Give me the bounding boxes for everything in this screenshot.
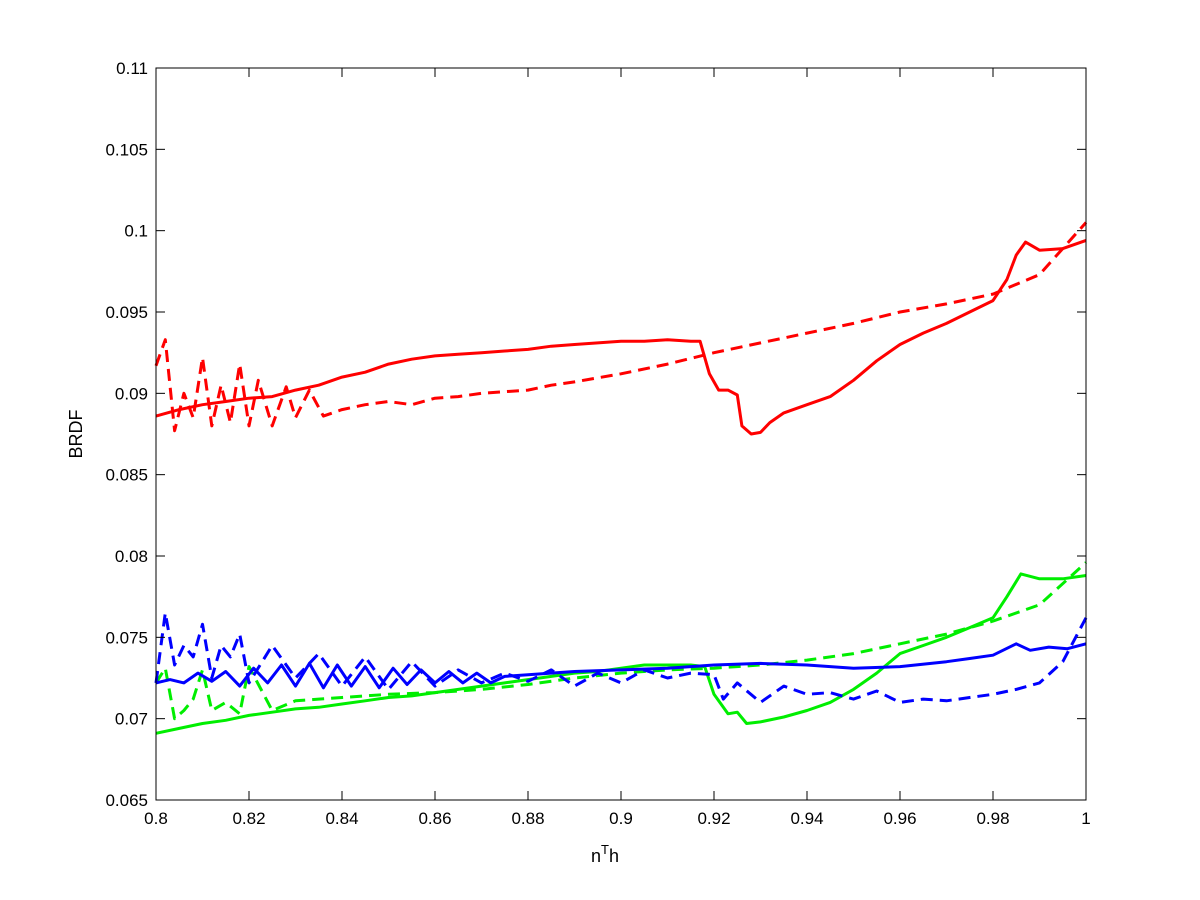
series-line-1 xyxy=(155,238,1087,436)
series-line-6 xyxy=(154,611,1088,704)
y-tick-label: 0.07 xyxy=(115,710,148,729)
x-axis-label-base: n xyxy=(591,846,601,866)
x-axis-label: nTh xyxy=(591,842,619,866)
x-tick-label: 0.8 xyxy=(144,809,168,828)
y-tick-label: 0.1 xyxy=(124,222,148,241)
x-tick-label: 0.88 xyxy=(511,809,544,828)
x-tick-label: 0.98 xyxy=(976,809,1009,828)
y-tick-label: 0.105 xyxy=(105,140,148,159)
y-tick-label: 0.095 xyxy=(105,303,148,322)
series-line-2 xyxy=(154,221,1088,433)
series-line-5 xyxy=(155,642,1087,690)
x-axis-label-suffix: h xyxy=(609,846,619,866)
x-tick-label: 0.94 xyxy=(790,809,823,828)
plot-area xyxy=(156,68,1086,800)
x-tick-label: 0.9 xyxy=(609,809,633,828)
x-tick-label: 0.84 xyxy=(325,809,358,828)
series-line-3 xyxy=(155,572,1087,735)
y-tick-label: 0.065 xyxy=(105,791,148,810)
y-tick-label: 0.075 xyxy=(105,628,148,647)
x-axis-label-superscript: T xyxy=(601,842,609,857)
x-tick-label: 0.96 xyxy=(883,809,916,828)
x-tick-label: 0.82 xyxy=(232,809,265,828)
y-axis-label: BRDF xyxy=(66,409,86,458)
x-tick-label: 1 xyxy=(1081,809,1090,828)
y-tick-label: 0.11 xyxy=(116,59,148,78)
series-line-4 xyxy=(154,561,1088,721)
series-layer xyxy=(154,221,1088,735)
tick-layer: 0.8 0.82 0.84 0.86 0.88 0.9 0.92 0.94 0.96 0.98 1 0… xyxy=(105,59,1090,828)
y-tick-label: 0.085 xyxy=(105,466,148,485)
y-tick-label: 0.08 xyxy=(115,547,148,566)
y-tick-label: 0.09 xyxy=(115,384,148,403)
x-tick-label: 0.92 xyxy=(697,809,730,828)
x-tick-label: 0.86 xyxy=(418,809,451,828)
